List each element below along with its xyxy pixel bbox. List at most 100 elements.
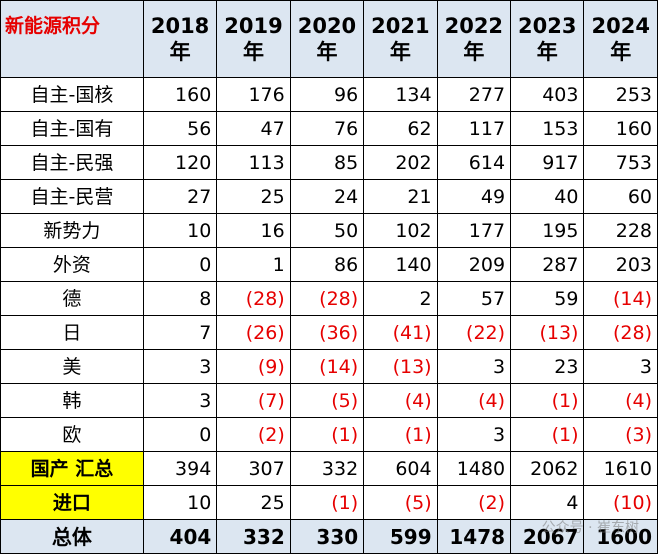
table-corner-title: 新能源积分 bbox=[0, 0, 144, 78]
table-cell: (28) bbox=[583, 315, 658, 350]
row-label: 美 bbox=[0, 349, 144, 384]
table-cell: 24 bbox=[289, 179, 365, 214]
table-cell: 404 bbox=[142, 519, 218, 554]
table-cell: 140 bbox=[363, 247, 438, 282]
table-cell: 307 bbox=[216, 451, 291, 486]
table-cell: 287 bbox=[510, 247, 585, 282]
row-label: 自主-民营 bbox=[0, 179, 144, 214]
table-cell: 76 bbox=[289, 111, 365, 146]
table-cell: 117 bbox=[436, 111, 512, 146]
table-row: 韩 3 (7) (5) (4) (4) (1) (4) bbox=[0, 383, 658, 418]
header-row: 新能源积分 2018年 2019年 2020年 2021年 2022年 2023… bbox=[0, 0, 658, 78]
table-row: 进口 10 25 (1) (5) (2) 4 (10) bbox=[0, 485, 658, 520]
table-cell: 195 bbox=[510, 213, 585, 248]
table-row: 自主-国核 160 176 96 134 277 403 253 bbox=[0, 77, 658, 112]
table-row: 欧 0 (2) (1) (1) 3 (1) (3) bbox=[0, 417, 658, 452]
row-label: 韩 bbox=[0, 383, 144, 418]
table-cell: 153 bbox=[510, 111, 585, 146]
table-cell: (4) bbox=[583, 383, 658, 418]
year-header: 2020年 bbox=[289, 0, 365, 78]
table-cell: 209 bbox=[436, 247, 512, 282]
table-cell: (14) bbox=[289, 349, 365, 384]
table-cell: 60 bbox=[583, 179, 658, 214]
table-cell: 120 bbox=[142, 145, 218, 180]
table-cell: 8 bbox=[142, 281, 218, 316]
table-cell: 2 bbox=[363, 281, 438, 316]
table-cell: 604 bbox=[363, 451, 438, 486]
table-cell: (2) bbox=[436, 485, 512, 520]
table-cell: 3 bbox=[436, 349, 512, 384]
year-header: 2018年 bbox=[142, 0, 218, 78]
table-cell: 403 bbox=[510, 77, 585, 112]
table-cell: (9) bbox=[216, 349, 291, 384]
table-cell: 7 bbox=[142, 315, 218, 350]
table-cell: 160 bbox=[142, 77, 218, 112]
table-row: 新势力 10 16 50 102 177 195 228 bbox=[0, 213, 658, 248]
table-cell: 27 bbox=[142, 179, 218, 214]
table-cell: 56 bbox=[142, 111, 218, 146]
table-row: 外资 0 1 86 140 209 287 203 bbox=[0, 247, 658, 282]
row-label: 自主-国有 bbox=[0, 111, 144, 146]
table-cell: 202 bbox=[363, 145, 438, 180]
table-cell: 177 bbox=[436, 213, 512, 248]
year-header: 2021年 bbox=[363, 0, 438, 78]
table-cell: 1 bbox=[216, 247, 291, 282]
table-cell: (5) bbox=[363, 485, 438, 520]
table-cell: 3 bbox=[142, 349, 218, 384]
row-label: 自主-国核 bbox=[0, 77, 144, 112]
table-cell: (2) bbox=[216, 417, 291, 452]
year-header: 2019年 bbox=[216, 0, 291, 78]
table-cell: 176 bbox=[216, 77, 291, 112]
table-cell: 228 bbox=[583, 213, 658, 248]
table-cell: 1480 bbox=[436, 451, 512, 486]
table-cell: (14) bbox=[583, 281, 658, 316]
table-cell: 277 bbox=[436, 77, 512, 112]
table-cell: (22) bbox=[436, 315, 512, 350]
table-cell: 1478 bbox=[436, 519, 512, 554]
table-cell: 599 bbox=[363, 519, 438, 554]
table-cell: 3 bbox=[583, 349, 658, 384]
table-cell: 134 bbox=[363, 77, 438, 112]
table-cell: 25 bbox=[216, 179, 291, 214]
table-row: 自主-民营 27 25 24 21 49 40 60 bbox=[0, 179, 658, 214]
table-cell: (1) bbox=[289, 417, 365, 452]
table-cell: (4) bbox=[436, 383, 512, 418]
table-cell: 21 bbox=[363, 179, 438, 214]
table-cell: 57 bbox=[436, 281, 512, 316]
table-cell: 394 bbox=[142, 451, 218, 486]
table-cell: (1) bbox=[289, 485, 365, 520]
table-row: 自主-民强 120 113 85 202 614 917 753 bbox=[0, 145, 658, 180]
table-cell: 50 bbox=[289, 213, 365, 248]
table-cell: 25 bbox=[216, 485, 291, 520]
row-label: 自主-民强 bbox=[0, 145, 144, 180]
table-cell: (7) bbox=[216, 383, 291, 418]
table-cell: 0 bbox=[142, 247, 218, 282]
table-cell: 4 bbox=[510, 485, 585, 520]
table-cell: 62 bbox=[363, 111, 438, 146]
table-cell: 0 bbox=[142, 417, 218, 452]
row-label: 德 bbox=[0, 281, 144, 316]
table-cell: 16 bbox=[216, 213, 291, 248]
table-cell: 49 bbox=[436, 179, 512, 214]
table-cell: (28) bbox=[289, 281, 365, 316]
table-cell: (28) bbox=[216, 281, 291, 316]
table-cell: 23 bbox=[510, 349, 585, 384]
table-cell: 3 bbox=[142, 383, 218, 418]
table-cell: (1) bbox=[510, 383, 585, 418]
table-cell: 614 bbox=[436, 145, 512, 180]
table-cell: 1610 bbox=[583, 451, 658, 486]
table-cell: 917 bbox=[510, 145, 585, 180]
table-cell: (10) bbox=[583, 485, 658, 520]
row-label: 新势力 bbox=[0, 213, 144, 248]
row-label: 欧 bbox=[0, 417, 144, 452]
table-row: 日 7 (26) (36) (41) (22) (13) (28) bbox=[0, 315, 658, 350]
row-label: 国产 汇总 bbox=[0, 451, 144, 486]
table-body: 自主-国核 160 176 96 134 277 403 253 自主-国有 56 47 76 62 11… bbox=[0, 77, 658, 554]
table-cell: (3) bbox=[583, 417, 658, 452]
table-cell: (5) bbox=[289, 383, 365, 418]
table-cell: 2062 bbox=[510, 451, 585, 486]
table-cell: (13) bbox=[510, 315, 585, 350]
year-header: 2023年 bbox=[510, 0, 585, 78]
table-cell: 59 bbox=[510, 281, 585, 316]
